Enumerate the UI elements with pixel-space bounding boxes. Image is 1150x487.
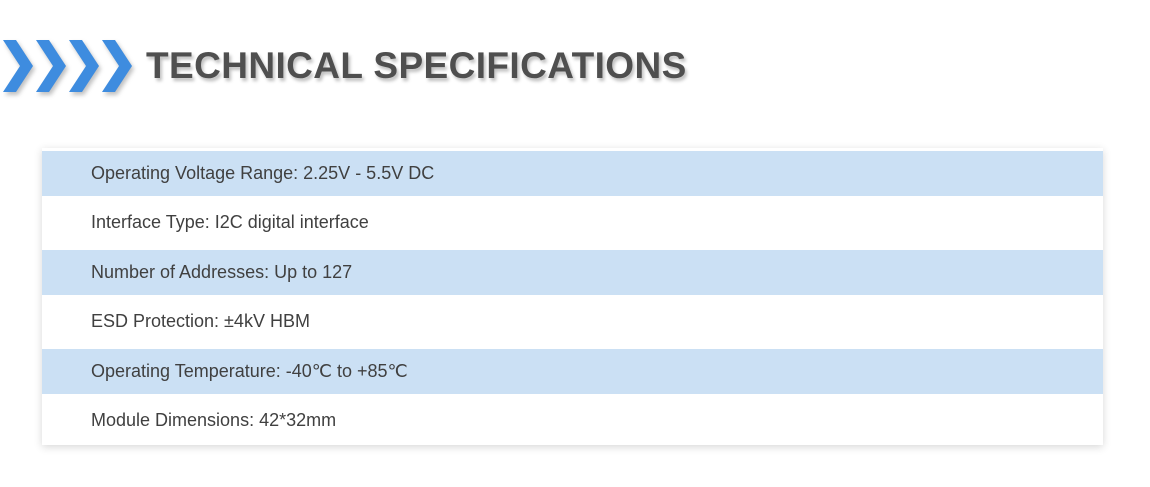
spec-row: ESD Protection: ±4kV HBM xyxy=(42,296,1103,346)
spec-row-text: Number of Addresses: Up to 127 xyxy=(91,261,353,282)
spec-row-text: Module Dimensions: 42*32mm xyxy=(91,409,337,430)
spec-row: Module Dimensions: 42*32mm xyxy=(42,395,1103,445)
spec-table: Operating Voltage Range: 2.25V - 5.5V DC… xyxy=(42,148,1103,445)
section-title: TECHNICAL SPECIFICATIONS xyxy=(146,45,687,86)
spec-row-text: Interface Type: I2C digital interface xyxy=(91,211,369,232)
spec-row: Number of Addresses: Up to 127 xyxy=(42,247,1103,297)
spec-row-text: Operating Voltage Range: 2.25V - 5.5V DC xyxy=(91,162,435,183)
spec-row-text: ESD Protection: ±4kV HBM xyxy=(91,310,310,331)
spec-row-text: Operating Temperature: -40℃ to +85℃ xyxy=(91,360,408,381)
spec-row: Operating Temperature: -40℃ to +85℃ xyxy=(42,346,1103,396)
spec-row: Operating Voltage Range: 2.25V - 5.5V DC xyxy=(42,148,1103,198)
section-header: TECHNICAL SPECIFICATIONS xyxy=(3,38,687,94)
right-chevrons-icon xyxy=(3,40,134,92)
spec-row: Interface Type: I2C digital interface xyxy=(42,197,1103,247)
